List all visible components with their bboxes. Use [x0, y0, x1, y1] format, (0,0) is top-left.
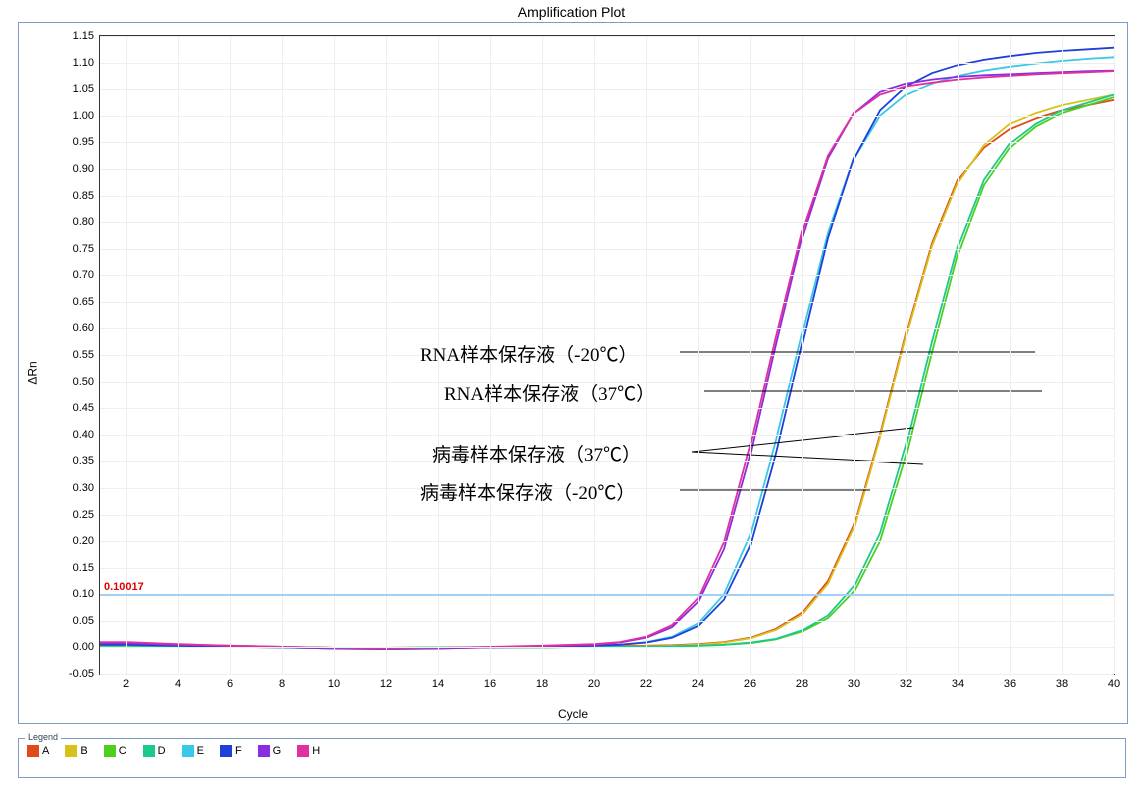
x-tick: 40 [1108, 674, 1120, 690]
y-tick: 1.10 [73, 57, 100, 69]
y-tick: 1.05 [73, 83, 100, 95]
x-tick: 28 [796, 674, 808, 690]
x-tick: 8 [279, 674, 285, 690]
x-tick: 18 [536, 674, 548, 690]
chart-title: Amplification Plot [0, 0, 1143, 20]
y-tick: 0.25 [73, 509, 100, 521]
legend-label: G [273, 745, 282, 757]
legend-item-A: A [27, 745, 49, 757]
legend-label: A [42, 745, 49, 757]
legend-label: E [197, 745, 204, 757]
y-tick: 0.60 [73, 322, 100, 334]
x-tick: 34 [952, 674, 964, 690]
x-tick: 32 [900, 674, 912, 690]
annotation-label: RNA样本保存液（-20℃） [420, 340, 637, 367]
y-tick: 0.35 [73, 455, 100, 467]
legend-swatch [220, 745, 232, 757]
threshold-label: 0.10017 [104, 581, 144, 593]
legend-swatch [297, 745, 309, 757]
y-tick: 0.50 [73, 376, 100, 388]
x-tick: 4 [175, 674, 181, 690]
series-A [100, 100, 1114, 649]
legend-label: F [235, 745, 242, 757]
y-tick: 0.80 [73, 216, 100, 228]
x-tick: 20 [588, 674, 600, 690]
legend-label: H [312, 745, 320, 757]
legend-swatch [27, 745, 39, 757]
x-tick: 14 [432, 674, 444, 690]
legend-label: C [119, 745, 127, 757]
annotation-label: 病毒样本保存液（37℃） [432, 440, 641, 467]
series-C [100, 97, 1114, 648]
x-tick: 10 [328, 674, 340, 690]
x-tick: 38 [1056, 674, 1068, 690]
x-tick: 22 [640, 674, 652, 690]
x-tick: 16 [484, 674, 496, 690]
legend-title: Legend [25, 732, 61, 742]
y-tick: 0.10 [73, 588, 100, 600]
y-tick: 0.00 [73, 641, 100, 653]
y-tick: 0.70 [73, 269, 100, 281]
screenshot-root: Amplification Plot ΔRn Cycle -0.050.000.… [0, 0, 1143, 791]
legend-item-D: D [143, 745, 166, 757]
legend-items: A B C D E F G H [19, 739, 1125, 763]
legend-box: Legend ABCDEFGH [18, 738, 1126, 778]
legend-label: D [158, 745, 166, 757]
legend-item-H: H [297, 745, 320, 757]
legend-swatch [182, 745, 194, 757]
y-tick: 0.40 [73, 429, 100, 441]
y-tick: 0.20 [73, 535, 100, 547]
y-tick: 0.90 [73, 163, 100, 175]
y-tick: 0.05 [73, 615, 100, 627]
x-tick: 36 [1004, 674, 1016, 690]
annotation-label: 病毒样本保存液（-20℃） [420, 478, 635, 505]
x-tick: 6 [227, 674, 233, 690]
annotation-label: RNA样本保存液（37℃） [444, 379, 655, 406]
y-tick: 0.95 [73, 136, 100, 148]
x-tick: 30 [848, 674, 860, 690]
x-tick: 2 [123, 674, 129, 690]
legend-label: B [80, 745, 87, 757]
series-B [100, 95, 1114, 649]
y-tick: 0.30 [73, 482, 100, 494]
y-tick: 0.45 [73, 402, 100, 414]
y-axis-label: ΔRn [26, 361, 40, 384]
x-tick: 24 [692, 674, 704, 690]
y-tick: -0.05 [69, 668, 100, 680]
y-tick: 0.85 [73, 190, 100, 202]
legend-swatch [104, 745, 116, 757]
x-tick: 26 [744, 674, 756, 690]
y-tick: 1.15 [73, 30, 100, 42]
y-tick: 0.75 [73, 243, 100, 255]
legend-item-C: C [104, 745, 127, 757]
x-axis-label: Cycle [558, 707, 588, 721]
legend-item-E: E [182, 745, 204, 757]
legend-swatch [143, 745, 155, 757]
y-tick: 1.00 [73, 110, 100, 122]
plot-outer-frame: ΔRn Cycle -0.050.000.050.100.150.200.250… [18, 22, 1128, 724]
y-tick: 0.15 [73, 562, 100, 574]
legend-item-F: F [220, 745, 242, 757]
y-tick: 0.55 [73, 349, 100, 361]
legend-item-B: B [65, 745, 87, 757]
legend-swatch [65, 745, 77, 757]
y-tick: 0.65 [73, 296, 100, 308]
legend-item-G: G [258, 745, 282, 757]
plot-area: -0.050.000.050.100.150.200.250.300.350.4… [99, 35, 1115, 675]
legend-swatch [258, 745, 270, 757]
x-tick: 12 [380, 674, 392, 690]
